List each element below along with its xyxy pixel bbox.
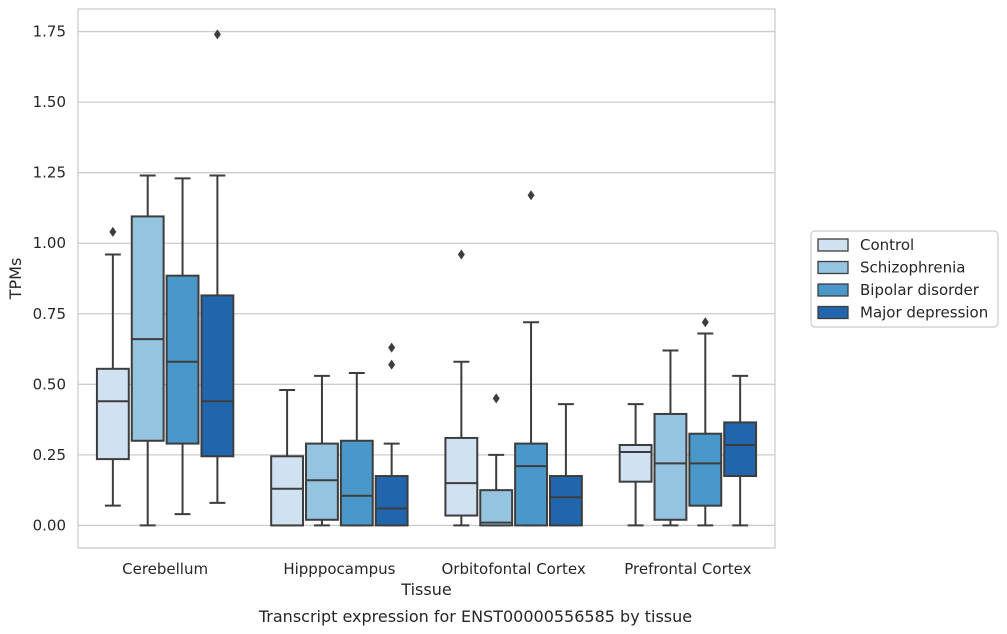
legend-label: Schizophrenia [860, 259, 965, 277]
legend-swatch [817, 238, 849, 252]
y-tick-label: 1.75 [33, 23, 66, 41]
box-iqr [374, 475, 409, 527]
box-major-depression [200, 29, 235, 504]
box-control [444, 249, 479, 527]
box-major-depression [374, 342, 409, 527]
box-iqr [339, 439, 374, 527]
outlier-point [527, 190, 535, 201]
x-tick-label: Orbitofontal Cortex [442, 560, 586, 578]
box-control [270, 388, 305, 527]
box-iqr [95, 367, 130, 461]
box-bipolar-disorder [688, 317, 723, 527]
y-tick-label: 0.25 [33, 446, 66, 464]
outlier-point [388, 359, 396, 370]
outlier-point [492, 393, 500, 404]
box-iqr [723, 421, 758, 478]
box-bipolar-disorder [514, 190, 548, 527]
box-control [618, 403, 653, 527]
outlier-point [457, 249, 465, 260]
outlier-point [109, 226, 117, 237]
box-schizophrenia [305, 374, 339, 527]
y-tick-label: 1.25 [33, 164, 66, 182]
box-major-depression [723, 374, 758, 527]
x-tick-label: Hipppocampus [283, 560, 395, 578]
legend-swatch [817, 305, 849, 320]
box-iqr [548, 475, 583, 527]
legend-frame [810, 230, 999, 328]
x-tick-label: Prefrontal Cortex [624, 560, 751, 578]
box-iqr [653, 412, 688, 521]
y-tick-label: 0.00 [33, 516, 66, 534]
y-tick-label: 0.75 [33, 305, 66, 323]
box-iqr [305, 442, 339, 521]
legend-label: Control [860, 236, 914, 254]
box-iqr [479, 489, 514, 527]
y-tick-label: 0.50 [33, 375, 66, 393]
legend-swatch [817, 260, 849, 275]
legend: Control Schizophrenia Bipolar disorder Majo… [810, 230, 999, 328]
x-tick-label: Cerebellum [122, 560, 208, 578]
box-schizophrenia [653, 349, 688, 527]
box-iqr [165, 274, 200, 445]
box-schizophrenia [479, 393, 514, 527]
box-iqr [444, 436, 479, 517]
outlier-point [213, 29, 221, 40]
chart-caption: Transcript expression for ENST0000055658… [258, 607, 692, 626]
box-iqr [514, 442, 548, 527]
box-iqr [618, 443, 653, 483]
y-tick-label: 1.00 [33, 234, 66, 252]
outlier-point [701, 317, 709, 328]
box-iqr [200, 294, 235, 458]
x-tick-labels: Cerebellum Hipppocampus Orbitofontal Corte… [122, 560, 751, 578]
box-schizophrenia [130, 174, 165, 527]
x-axis-label: Tissue [400, 580, 451, 599]
y-tick-label: 1.50 [33, 93, 66, 111]
box-major-depression [548, 403, 583, 527]
box-iqr [130, 215, 165, 442]
y-axis-label: TPMs [6, 258, 25, 301]
box-bipolar-disorder [165, 177, 200, 516]
box-bipolar-disorder [339, 372, 374, 527]
box-control [95, 226, 130, 507]
y-tick-labels: 0.00 0.25 0.50 0.75 1.00 1.25 1.50 1.75 [33, 23, 66, 535]
box-iqr [270, 455, 305, 527]
box-iqr [688, 432, 723, 507]
legend-label: Major depression [860, 304, 988, 322]
plot-frame [77, 8, 776, 549]
legend-swatch [817, 283, 849, 297]
legend-label: Bipolar disorder [860, 281, 980, 299]
outlier-point [388, 342, 396, 353]
boxes [95, 29, 758, 527]
